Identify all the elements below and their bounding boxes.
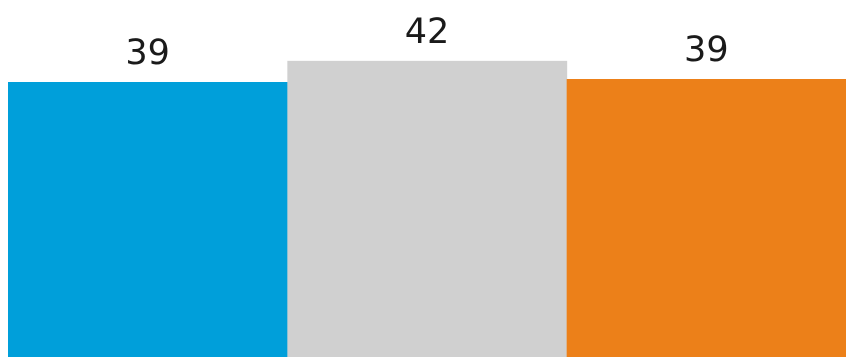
data-label-1: 39 <box>125 33 170 73</box>
data-label-3: 39 <box>684 30 729 70</box>
bars-group <box>8 60 846 357</box>
bar-3 <box>566 79 846 357</box>
data-labels-group: 39 42 39 <box>125 12 728 73</box>
data-label-2: 42 <box>405 12 450 52</box>
bar-1 <box>8 82 288 357</box>
bar-2 <box>287 60 568 357</box>
